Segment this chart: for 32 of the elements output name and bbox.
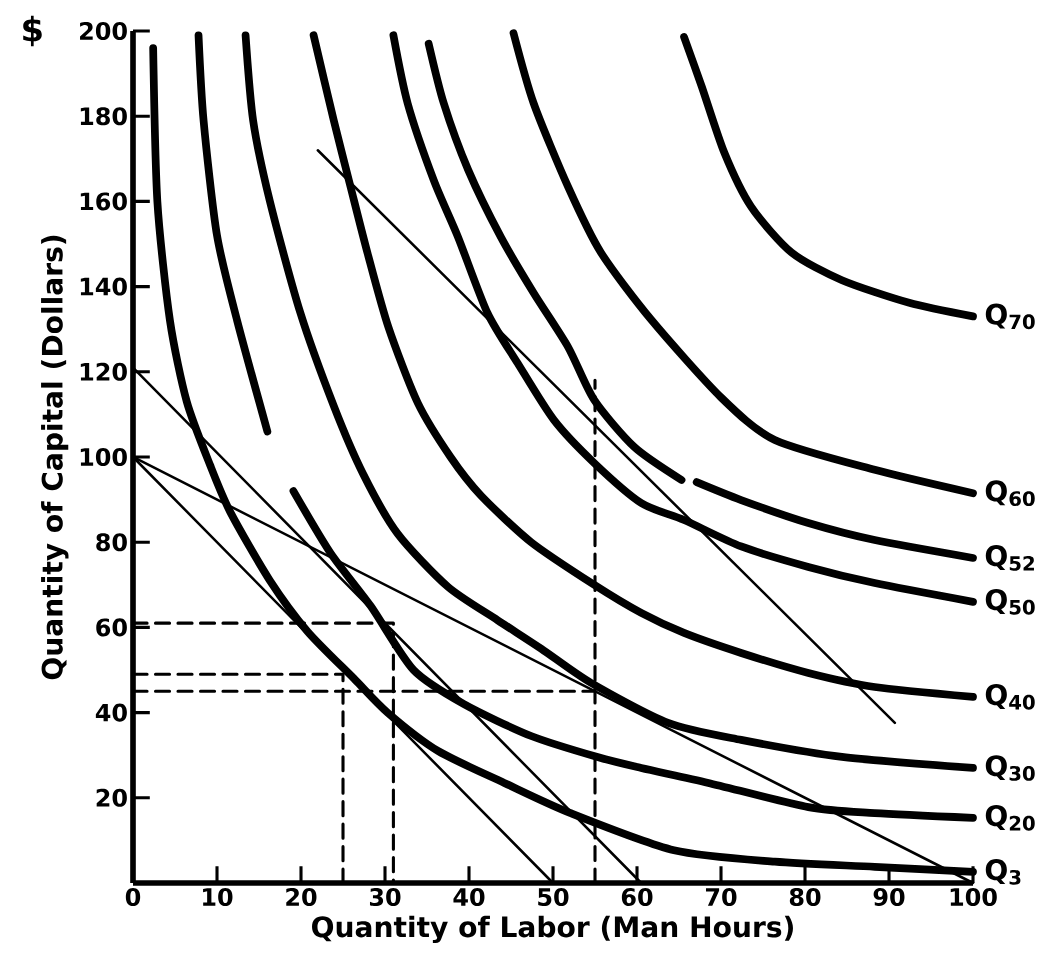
- x-tick-label: 20: [286, 887, 317, 907]
- series-label: Q$_{52}$: [985, 545, 1034, 571]
- y-tick-label: 40: [95, 703, 127, 722]
- x-tick-label: 10: [203, 887, 233, 907]
- text: $: [23, 15, 42, 47]
- y-tick-label: 200: [80, 21, 127, 41]
- x-tick-label: 50: [538, 887, 569, 907]
- series-label: Q$_{70}$: [985, 303, 1035, 330]
- y-tick-label: 100: [80, 447, 127, 467]
- series-label: Q$_{40}$: [985, 683, 1035, 710]
- y-axis-title: Quantity of Capital (Dollars): [41, 235, 69, 680]
- x-tick-label: 0: [125, 887, 141, 907]
- x-tick-label: 100: [950, 887, 997, 907]
- series-label: Q$_{60}$: [985, 480, 1035, 507]
- x-tick-label: 60: [621, 887, 653, 907]
- y-tick-label: 80: [96, 533, 127, 552]
- series-label: Q$_{30}$: [985, 755, 1035, 781]
- y-tick-label: 140: [80, 277, 127, 296]
- x-tick-label: 90: [873, 887, 905, 907]
- y-tick-label: 180: [80, 107, 127, 126]
- x-tick-label: 30: [369, 887, 401, 907]
- y-tick-label: 60: [96, 618, 127, 637]
- x-tick-label: 40: [453, 887, 485, 907]
- series-label: Q$_{20}$: [985, 804, 1035, 831]
- y-tick-label: 120: [80, 362, 127, 381]
- y-tick-label: 160: [80, 192, 127, 211]
- series-label: Q$_{50}$: [985, 588, 1035, 615]
- x-tick-label: 70: [705, 887, 737, 907]
- legend-label: Q$_{3}$: [985, 859, 1021, 885]
- x-tick-label: 80: [789, 887, 821, 907]
- x-axis-title: Quantity of Labor (Man Hours): [312, 915, 793, 944]
- y-tick-label: 20: [96, 788, 127, 807]
